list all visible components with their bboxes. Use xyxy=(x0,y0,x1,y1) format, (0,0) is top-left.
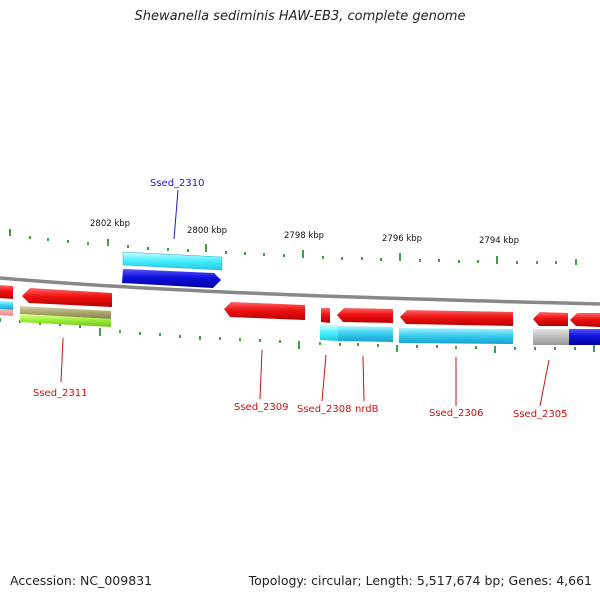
reverse-gene-cog-bar[interactable] xyxy=(533,329,569,345)
scale-label: 2802 kbp xyxy=(90,219,130,229)
reverse-gene-arrow-ssed-2306[interactable] xyxy=(400,310,513,326)
gene-label[interactable]: Ssed_2306 xyxy=(429,408,484,419)
gene-label[interactable]: Ssed_2308 xyxy=(297,404,352,415)
gene-label[interactable]: nrdB xyxy=(355,404,379,415)
scale-label: 2796 kbp xyxy=(382,234,422,244)
genome-summary-text: Topology: circular; Length: 5,517,674 bp… xyxy=(248,573,592,588)
reverse-gene-cog-bar[interactable] xyxy=(20,314,111,327)
reverse-gene-arrow-nrdb[interactable] xyxy=(337,308,393,323)
scale-label: 2798 kbp xyxy=(284,231,324,241)
gene-label[interactable]: Ssed_2305 xyxy=(513,409,568,420)
inner-scale-ticks xyxy=(0,318,595,353)
forward-gene-cog-bar[interactable] xyxy=(122,251,223,271)
reverse-gene-cog-bar[interactable] xyxy=(0,301,13,310)
scale-label: 2800 kbp xyxy=(187,226,227,236)
reverse-gene-cog-bar[interactable] xyxy=(399,328,513,344)
reverse-gene-cog-bar[interactable] xyxy=(0,309,13,316)
accession-text: Accession: NC_009831 xyxy=(10,573,153,588)
reverse-gene-arrow-ssed-2305[interactable] xyxy=(533,312,568,326)
genome-backbone xyxy=(0,276,600,306)
reverse-gene-arrow[interactable] xyxy=(570,313,600,327)
reverse-gene-cog-bar[interactable] xyxy=(569,329,600,345)
reverse-gene-arrow[interactable] xyxy=(0,285,13,299)
forward-gene-arrow-ssed-2310[interactable] xyxy=(122,269,221,288)
gene-label[interactable]: Ssed_2310 xyxy=(150,178,205,189)
reverse-gene-cog-bar[interactable] xyxy=(320,325,338,341)
label-leaders xyxy=(60,189,550,407)
reverse-gene-arrow-ssed-2308[interactable] xyxy=(321,308,330,323)
gene-label[interactable]: Ssed_2309 xyxy=(234,402,289,413)
reverse-gene-arrow-ssed-2311[interactable] xyxy=(22,288,112,307)
genome-title: Shewanella sediminis HAW-EB3, complete g… xyxy=(134,9,466,24)
reverse-gene-arrow-ssed-2309[interactable] xyxy=(224,302,305,320)
reverse-gene-cog-bar[interactable] xyxy=(338,326,393,342)
gene-label[interactable]: Ssed_2311 xyxy=(33,388,88,399)
reverse-gene-cog-bar[interactable] xyxy=(20,306,111,319)
scale-label: 2794 kbp xyxy=(479,236,519,246)
outer-scale-ticks xyxy=(9,229,577,265)
